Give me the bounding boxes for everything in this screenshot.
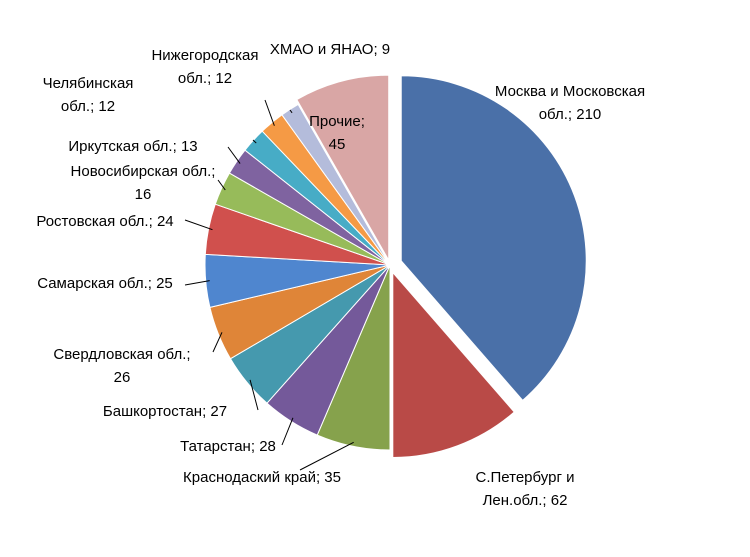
leader-line (212, 332, 223, 353)
value-text: 24 (156, 213, 174, 230)
data-label: Москва и Московская обл.; 210 (485, 80, 655, 126)
category-name: Краснодаский край; (183, 469, 321, 486)
data-label: Новосибирская обл.; 16 (63, 160, 223, 206)
value-text: 26 (113, 369, 131, 386)
value-text: 210 (576, 106, 602, 123)
leader-line (281, 417, 294, 446)
pie-slice (400, 75, 587, 402)
value-text: 9 (381, 41, 391, 58)
value-text: 28 (259, 438, 276, 455)
value-text: 16 (134, 186, 152, 203)
category-name: Нижегородская обл.; (151, 47, 259, 87)
value-text: 35 (324, 469, 341, 486)
category-name: С.Петербург и Лен.обл.; (475, 469, 575, 509)
leader-line (184, 219, 213, 231)
value-text: 62 (550, 492, 568, 509)
pie-slice (392, 271, 515, 458)
category-name: Прочие; (309, 113, 365, 130)
value-text: 45 (328, 136, 346, 153)
data-label: Челябинская обл.; 12 (33, 72, 143, 118)
leader-line (217, 179, 226, 191)
data-label: ХМАО и ЯНАО; 9 (260, 38, 400, 61)
value-text: 25 (156, 275, 173, 292)
category-name: Новосибирская обл.; (70, 163, 216, 180)
data-label: Нижегородская обл.; 12 (135, 44, 275, 90)
leader-line (252, 139, 257, 144)
value-text: 13 (180, 138, 198, 155)
category-name: Ростовская обл.; (36, 213, 153, 230)
category-name: ХМАО и ЯНАО; (269, 41, 378, 58)
leader-line (289, 109, 293, 114)
category-name: Татарстан; (180, 438, 256, 455)
leader-line (264, 99, 275, 126)
leader-line (184, 280, 210, 286)
category-name: Москва и Московская обл.; (494, 83, 646, 123)
value-text: 12 (98, 98, 116, 115)
pie-slice (281, 103, 391, 266)
value-text: 27 (210, 403, 228, 420)
data-label: Башкортостан; 27 (75, 400, 255, 423)
data-label: Самарская обл.; 25 (30, 272, 180, 295)
pie-slice (296, 74, 390, 263)
category-name: Челябинская обл.; (42, 75, 134, 115)
leader-line (299, 441, 354, 471)
leader-line (249, 379, 259, 411)
data-label: Татарстан; 28 (173, 435, 283, 458)
category-name: Самарская обл.; (37, 275, 152, 292)
leader-line (227, 146, 241, 164)
data-label: Иркутская обл.; 13 (43, 135, 223, 158)
data-label: Краснодаский край; 35 (182, 466, 342, 489)
value-text: 12 (215, 70, 233, 87)
category-name: Свердловская обл.; (53, 346, 191, 363)
data-label: Ростовская обл.; 24 (25, 210, 185, 233)
category-name: Башкортостан; (102, 403, 207, 420)
category-name: Иркутская обл.; (68, 138, 177, 155)
data-label: Свердловская обл.; 26 (47, 343, 197, 389)
data-label: Прочие; 45 (302, 110, 372, 156)
data-label: С.Петербург и Лен.обл.; 62 (455, 466, 595, 512)
